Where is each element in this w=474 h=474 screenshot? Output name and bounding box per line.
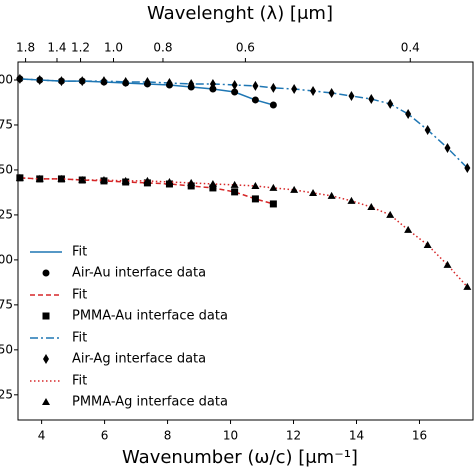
x-axis-label: Wavenumber (ω/c) [μm⁻¹] [122,447,358,468]
x-tick-label: 6 [101,429,109,443]
marker [424,125,431,136]
marker [405,108,412,119]
fit-line [19,78,468,169]
marker [328,87,335,98]
marker [251,96,259,104]
x2-tick-label: 1.0 [104,41,123,55]
marker [231,80,238,91]
legend-label: Fit [72,288,87,303]
marker [187,178,196,186]
marker [309,188,318,196]
marker [35,174,44,182]
marker [251,195,259,203]
marker [166,78,173,89]
y-tick-label: 25 [0,387,13,401]
marker [58,76,65,87]
marker [42,398,50,405]
marker [348,91,355,102]
x-tick-label: 4 [38,429,46,443]
y-tick-label: 00 [0,72,13,86]
marker [208,179,217,187]
legend-label: PMMA-Ag interface data [72,395,228,410]
marker [443,260,452,268]
x2-tick-label: 0.8 [153,41,172,55]
y-tick-label: 50 [0,342,13,356]
x-tick-label: 12 [286,429,301,443]
y-tick-label: 75 [0,117,13,131]
marker [230,180,239,188]
marker [368,94,375,105]
marker [269,183,278,191]
marker [423,240,432,248]
marker [100,76,107,87]
marker [269,200,277,208]
marker [269,101,277,109]
legend-label: PMMA-Au interface data [72,309,228,324]
marker [290,185,299,193]
marker [15,173,24,181]
x2-tick-label: 0.6 [236,41,255,55]
marker [463,282,472,290]
y-tick-label: 50 [0,162,13,176]
marker [464,162,471,173]
legend-label: Air-Au interface data [72,266,206,281]
marker [43,354,49,364]
marker [386,210,395,218]
marker [188,78,195,89]
marker [444,142,451,153]
marker [57,174,66,182]
x-tick-label: 14 [349,429,364,443]
marker [78,176,87,184]
x2-axis-label: Wavelenght (λ) [μm] [147,3,333,24]
x2-tick-label: 1.2 [71,41,90,55]
marker [347,196,356,204]
marker [327,191,336,199]
marker [231,88,239,96]
marker [143,176,152,184]
marker [231,188,239,196]
marker [367,202,376,210]
marker [144,76,151,87]
marker [209,78,216,89]
x2-tick-label: 1.8 [16,41,35,55]
marker [387,98,394,109]
marker [42,269,50,277]
marker [36,74,43,85]
marker [121,176,130,184]
marker [122,76,129,87]
x-tick-label: 8 [164,429,172,443]
x2-tick-label: 0.4 [401,41,420,55]
legend-label: Air-Ag interface data [72,352,206,367]
marker [252,80,259,91]
marker [99,176,108,184]
legend-label: Fit [72,331,87,346]
x-tick-label: 10 [223,429,238,443]
marker [79,76,86,87]
marker [270,82,277,93]
marker [310,85,317,96]
legend-label: Fit [72,245,87,260]
marker [209,184,217,192]
y-tick-label: 75 [0,297,13,311]
marker [42,312,50,320]
marker [404,225,413,233]
y-tick-label: 00 [0,252,13,266]
y-tick-label: 25 [0,207,13,221]
marker [187,182,195,190]
marker [291,83,298,94]
x-tick-label: 16 [412,429,427,443]
fit-line [19,177,468,288]
legend-label: Fit [72,374,87,389]
marker [16,73,23,84]
marker [209,85,217,93]
marker [251,181,260,189]
marker [165,177,174,185]
x2-tick-label: 1.4 [47,41,66,55]
